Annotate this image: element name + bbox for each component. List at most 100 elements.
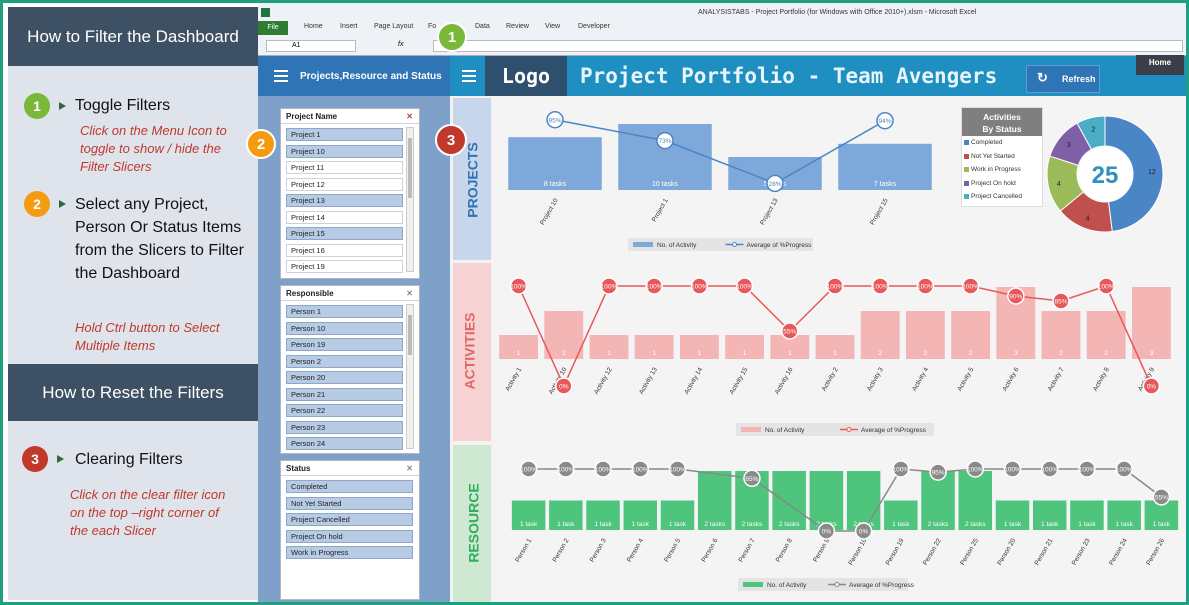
bar [809,471,844,530]
progress-point [1040,460,1059,478]
progress-label: 85% [1054,299,1067,306]
excel-window-chrome: ANALYSISTABS - Project Portfolio (for Wi… [258,3,1186,56]
slicer-item-status[interactable]: Project Cancelled [286,513,413,526]
bar-value-label: 1 task [520,521,538,528]
slicer-item-project[interactable]: Project 12 [286,177,403,191]
progress-point [826,277,844,295]
progress-point [929,463,947,481]
menu-icon[interactable] [460,67,478,85]
slicer-item-person[interactable]: Person 20 [286,371,403,384]
ribbon-tab-data[interactable]: Data [475,23,490,30]
donut-legend-item: Work in Progress [962,163,1042,177]
progress-label: 100% [1098,284,1115,291]
ribbon-tab-formulas[interactable]: Fo [428,23,437,30]
bar [549,500,583,530]
bar-value-label: 1 task [1153,521,1171,528]
progress-label: 55% [783,329,796,336]
legend-swatch [964,167,969,172]
ribbon-tab-file[interactable]: File [258,21,288,35]
slicer-item-status[interactable]: Not Yet Started [286,496,413,510]
refresh-icon: ↻ [1037,70,1048,85]
callout-3-badge: 3 [435,124,467,156]
slicer-item-person[interactable]: Person 1 [286,305,403,318]
ribbon-tab-view[interactable]: View [545,23,561,30]
slicer-item-project[interactable]: Project 10 [286,144,403,158]
slicer-item-project[interactable]: Project 19 [286,260,403,273]
slicer-item-project[interactable]: Project 15 [286,227,403,240]
progress-label: 0% [1147,384,1157,391]
arrow-icon [57,455,64,463]
slicer-item-person[interactable]: Person 2 [286,354,403,368]
bar-value-label: 1 task [892,521,910,528]
clear-filter-icon[interactable]: ✕ [406,464,413,473]
progress-point [1097,277,1115,295]
dashboard: Logo Project Portfolio - Team Avengers ↻… [450,55,1186,602]
project-slicer: Project Name ✕ Project 1 Project 10 Project… [280,108,420,279]
bar [815,335,855,359]
progress-label: 100% [632,467,649,474]
slicer-item-status[interactable]: Work in Progress [286,546,413,559]
scrollbar[interactable] [406,304,414,449]
slicer-item-project[interactable]: Project 13 [286,194,403,207]
ribbon-tab-page-layout[interactable]: Page Layout [374,23,414,30]
refresh-button[interactable]: ↻ Refresh [1026,65,1100,93]
donut-title-1: Activities [983,112,1021,122]
menu-icon[interactable] [272,67,290,85]
progress-label: 100% [1079,467,1096,474]
legend-label: No. of Activity [767,582,807,589]
slicer-item-project[interactable]: Project 16 [286,243,403,257]
ribbon-tab-insert[interactable]: Insert [340,23,358,30]
donut-slice-label: 12 [1148,169,1156,176]
bar [544,311,584,359]
slicer-title: Status [286,464,311,473]
donut-legend-header: Activities By Status [962,108,1042,136]
slicer-item-status[interactable]: Completed [286,480,413,493]
scrollbar[interactable] [406,127,414,272]
step-3-badge: 3 [22,446,48,472]
legend-swatch [743,582,763,587]
filter-sidebar: Projects,Resource and Status Project Nam… [258,56,450,602]
projects-section-bar: PROJECTS [453,98,491,260]
excel-app-icon [261,8,270,17]
progress-label: 55% [1155,494,1168,501]
slicer-title: Project Name [286,112,338,121]
chart-legend [736,423,934,436]
bar-value-label: 1 task [557,521,575,528]
chart-legend [628,238,813,251]
slicer-item-person[interactable]: Person 23 [286,420,403,434]
progress-point [631,460,650,478]
resource-section-bar: RESOURCE [453,445,491,602]
progress-label: 100% [520,467,537,474]
donut-slice [1104,115,1164,233]
bar [951,311,991,359]
slicer-item-person[interactable]: Person 24 [286,437,403,450]
dashboard-header: Logo Project Portfolio - Team Avengers ↻… [450,55,1186,96]
bar-value-label: 2 [562,350,566,357]
slicer-item-status[interactable]: Project On hold [286,529,413,543]
slicer-item-person[interactable]: Person 21 [286,387,403,401]
ribbon-tab-home[interactable]: Home [304,23,323,30]
progress-label: 28% [768,181,781,188]
slicer-item-project[interactable]: Project 14 [286,210,403,224]
ribbon-tab-developer[interactable]: Developer [578,23,610,30]
progress-label: 0% [559,384,569,391]
screenshot-root: How to Filter the Dashboard 1 Toggle Fil… [3,3,1186,602]
bar-value-label: 2 [878,350,882,357]
bar [905,311,945,359]
clear-filter-icon[interactable]: ✕ [406,112,413,121]
donut-legend-item: Not Yet Started [962,150,1042,164]
home-button[interactable]: Home [1136,55,1184,75]
callout-1-badge: 1 [437,22,467,52]
legend-label: Work in Progress [971,166,1021,173]
formula-bar[interactable] [433,40,1183,52]
ribbon-tab-review[interactable]: Review [506,23,529,30]
slicer-item-person[interactable]: Person 22 [286,404,403,417]
name-box[interactable]: A1 [266,40,356,52]
slicer-item-project[interactable]: Project 11 [286,161,403,174]
slicer-item-project[interactable]: Project 1 [286,128,403,141]
slicer-item-person[interactable]: Person 10 [286,321,403,335]
donut-legend-item: Completed [962,136,1042,150]
donut-slice-label: 3 [1067,142,1071,149]
clear-filter-icon[interactable]: ✕ [406,289,413,298]
slicer-item-person[interactable]: Person 19 [286,338,403,351]
